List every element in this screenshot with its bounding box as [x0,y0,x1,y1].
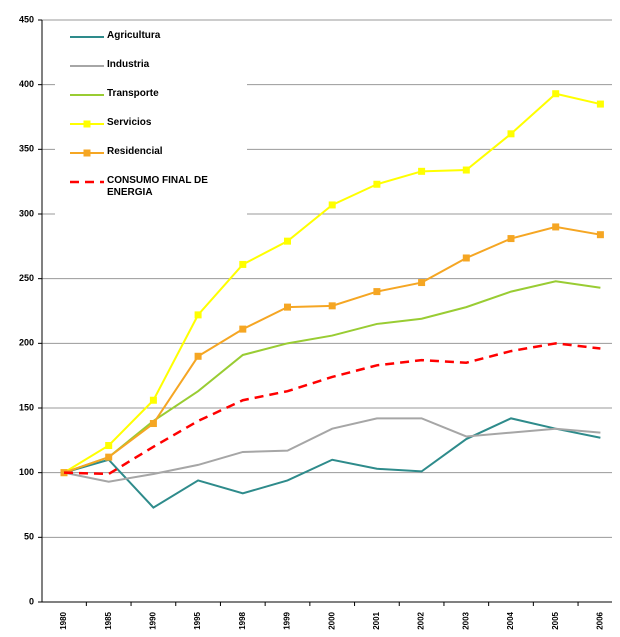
x-tick-label: 2004 [506,611,515,629]
point [507,130,515,138]
point [552,90,560,98]
point [149,396,157,404]
point [328,302,336,310]
y-tick-label: 150 [19,402,34,412]
point [194,311,202,319]
x-tick-label: 1995 [193,611,202,629]
point [105,442,113,450]
x-tick-label: 2005 [551,611,560,629]
legend-label: Servicios [107,117,152,128]
series-line [63,342,601,476]
legend-label: Industria [107,59,150,70]
legend-label-box: Transporte [107,88,159,99]
y-tick-label: 350 [19,144,34,154]
legend-label: Residencial [107,146,163,157]
legend-marker [83,149,91,157]
point [284,237,291,245]
legend-label-box: Servicios [107,117,152,128]
x-tick-label: 1999 [283,611,292,629]
point [373,180,381,188]
x-tick-label: 1980 [59,611,68,629]
x-tick-label: 1985 [104,611,113,629]
legend-label-box: Agricultura [107,30,161,41]
point [552,223,560,231]
y-tick-label: 100 [19,467,34,477]
point [149,420,157,428]
y-tick-label: 250 [19,273,34,283]
point [239,325,247,333]
legend-label-box: Residencial [107,146,163,157]
y-tick-label: 50 [24,532,34,542]
x-tick-label: 2002 [417,611,426,629]
x-tick-label: 2006 [596,611,605,629]
series-line [63,417,601,483]
legend-label-box: Industria [107,59,150,70]
point [284,303,291,311]
y-tick-label: 200 [19,338,34,348]
series-line [63,417,601,509]
x-tick-label: 1998 [238,611,247,629]
y-tick-label: 0 [29,596,34,606]
x-tick-label: 2001 [372,611,381,629]
point [596,100,604,108]
y-tick-label: 450 [19,14,34,24]
x-tick-label: 1990 [149,611,158,629]
point [462,166,470,174]
point [105,453,113,461]
point [239,260,247,268]
point [596,231,604,239]
point [194,352,202,360]
legend-box [55,26,247,238]
point [462,254,470,262]
y-tick-label: 400 [19,79,34,89]
y-tick-label: 300 [19,208,34,218]
x-tick-label: 2003 [461,611,470,629]
legend-marker [83,120,91,128]
legend-label: CONSUMO FINAL DE ENERGIA [107,175,208,198]
x-tick-label: 2000 [327,611,336,629]
point [328,201,336,209]
legend-label: Transporte [107,88,159,99]
legend-label: Agricultura [107,30,161,41]
point [418,167,426,175]
point [507,235,515,243]
legend-label-box: CONSUMO FINAL DE ENERGIA [107,175,208,198]
point [373,288,381,296]
point [418,279,426,287]
